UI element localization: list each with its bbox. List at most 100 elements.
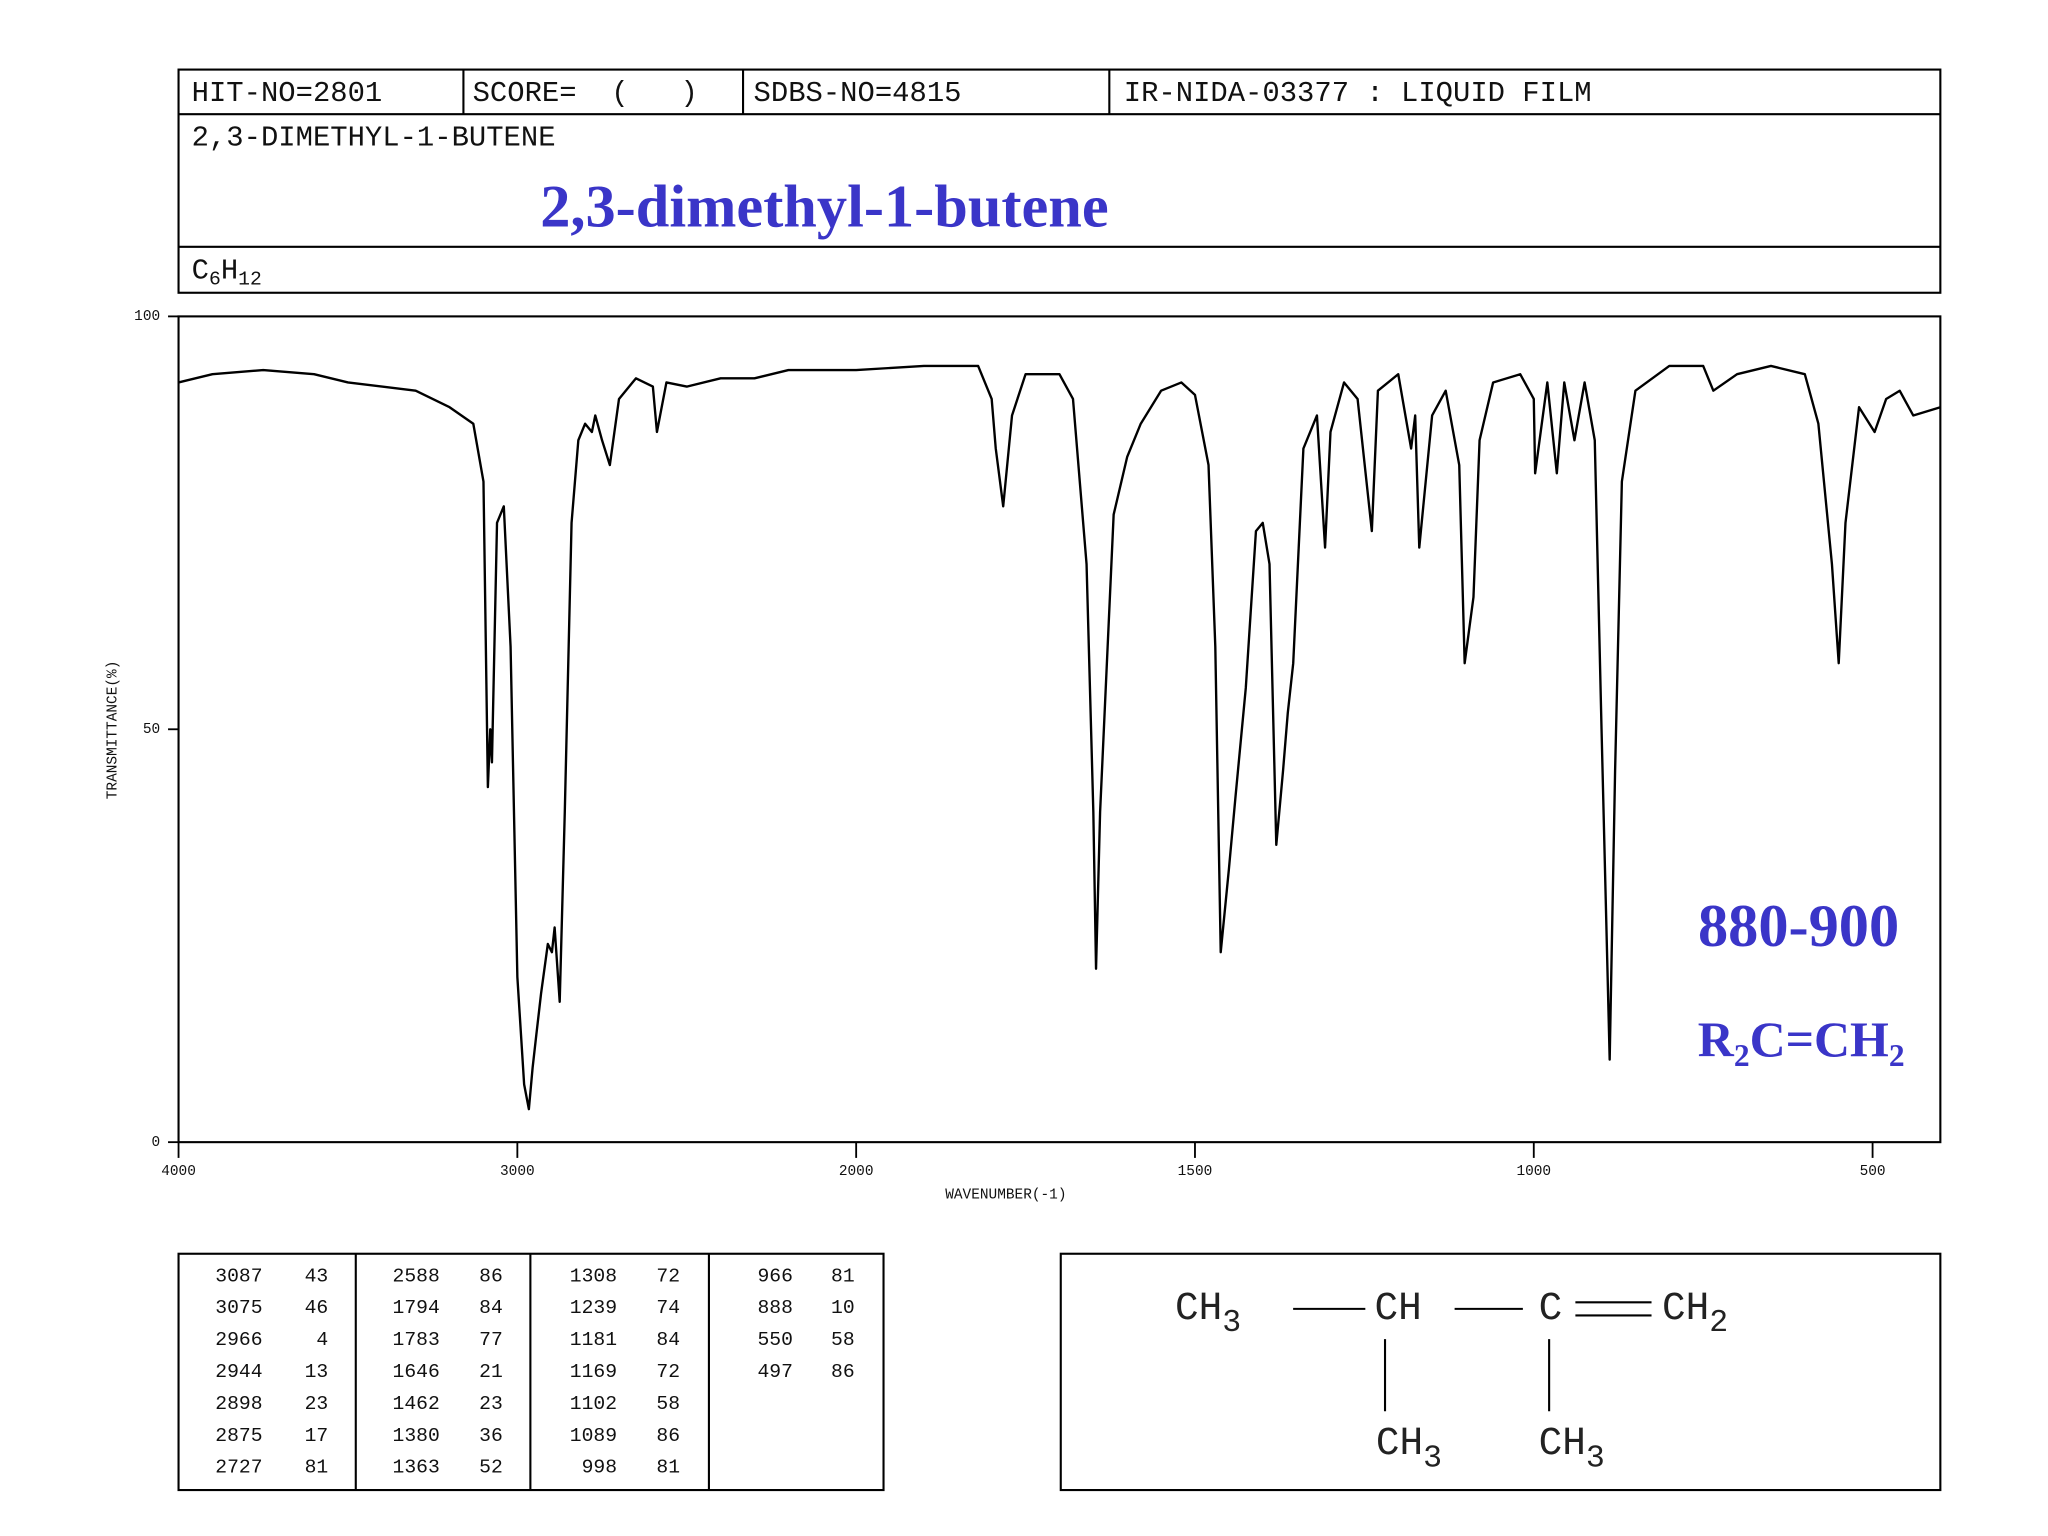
text-part: CH	[1175, 1286, 1222, 1331]
annotation-group: R2C=CH2	[1698, 1012, 1905, 1073]
plot: 0 50 100 4000 3000 2000 1500 1000 500	[134, 309, 1941, 1180]
peak-transmittance: 52	[479, 1457, 503, 1479]
peak-transmittance: 10	[831, 1297, 855, 1319]
peak-wavenumber: 3075	[215, 1297, 262, 1319]
peak-wavenumber: 1794	[393, 1297, 440, 1319]
annotation-range: 880-900	[1698, 893, 1899, 960]
atom-group: CH2	[1662, 1286, 1728, 1341]
peak-transmittance: 23	[479, 1393, 503, 1415]
y-axis-label: TRANSMITTANCE(%)	[106, 661, 122, 800]
text-part: R	[1698, 1012, 1735, 1067]
y-tick-label: 100	[134, 309, 160, 325]
peak-wavenumber: 1462	[393, 1393, 440, 1415]
peak-wavenumber: 1169	[570, 1361, 617, 1383]
subscript: 2	[1734, 1038, 1750, 1073]
formula-text: C6H12	[192, 254, 262, 290]
peak-transmittance: 77	[479, 1329, 503, 1351]
subscript: 3	[1222, 1306, 1241, 1341]
peak-wavenumber: 3087	[215, 1265, 262, 1287]
plot-frame	[177, 315, 1942, 1144]
peak-transmittance: 13	[305, 1361, 329, 1383]
atom-group: CH	[1375, 1286, 1422, 1331]
peak-wavenumber: 2966	[215, 1329, 262, 1351]
peak-transmittance: 81	[831, 1265, 855, 1287]
peak-wavenumber: 1363	[393, 1457, 440, 1479]
subscript: 3	[1586, 1442, 1605, 1477]
annotation-group-text: R2C=CH2	[1698, 1012, 1905, 1073]
spectrum-line	[178, 364, 1941, 1111]
peak-transmittance: 72	[656, 1265, 680, 1287]
score: SCORE= ( )	[473, 77, 698, 110]
text-part: C	[192, 254, 209, 287]
peak-wavenumber: 2588	[393, 1265, 440, 1287]
peak-wavenumber: 1646	[393, 1361, 440, 1383]
x-tick-label: 3000	[500, 1164, 535, 1180]
peak-transmittance: 72	[656, 1361, 680, 1383]
peak-wavenumber: 550	[757, 1329, 792, 1351]
peak-wavenumber: 1102	[570, 1393, 617, 1415]
x-tick-label: 2000	[839, 1164, 874, 1180]
subscript: 6	[209, 269, 221, 291]
peak-transmittance: 23	[305, 1393, 329, 1415]
text-part: CH	[1662, 1286, 1709, 1331]
x-tick-label: 4000	[161, 1164, 196, 1180]
peak-wavenumber: 497	[757, 1361, 792, 1383]
peak-wavenumber: 2875	[215, 1425, 262, 1447]
structure-box	[1059, 1252, 1942, 1492]
peak-wavenumber: 1380	[393, 1425, 440, 1447]
peak-transmittance: 21	[479, 1361, 503, 1383]
x-tick-label: 1000	[1516, 1164, 1551, 1180]
peak-wavenumber: 1239	[570, 1297, 617, 1319]
text-part: CH	[1376, 1422, 1423, 1467]
peak-transmittance: 84	[479, 1297, 503, 1319]
header-box	[177, 68, 1942, 294]
peak-transmittance: 4	[316, 1329, 328, 1351]
x-axis-label: WAVENUMBER(-1)	[945, 1187, 1066, 1203]
peak-transmittance: 17	[305, 1425, 329, 1447]
peak-wavenumber: 888	[757, 1297, 792, 1319]
peak-wavenumber: 998	[582, 1457, 617, 1479]
peak-wavenumber: 2727	[215, 1457, 262, 1479]
atom-group: CH3	[1376, 1422, 1442, 1477]
subscript: 2	[1889, 1038, 1905, 1073]
sdbs-no: SDBS-NO=4815	[754, 77, 962, 110]
peak-transmittance: 36	[479, 1425, 503, 1447]
hit-no: HIT-NO=2801	[192, 77, 383, 110]
peak-wavenumber: 1089	[570, 1425, 617, 1447]
peak-wavenumber: 966	[757, 1265, 792, 1287]
atom-group: CH3	[1539, 1422, 1605, 1477]
peak-wavenumber: 2898	[215, 1393, 262, 1415]
subscript: 2	[1709, 1306, 1728, 1341]
chart-title: 2,3-dimethyl-1-butene	[540, 174, 1109, 241]
peak-transmittance: 86	[479, 1265, 503, 1287]
atom-group: C	[1539, 1286, 1563, 1331]
peak-wavenumber: 1308	[570, 1265, 617, 1287]
peak-wavenumber: 2944	[215, 1361, 262, 1383]
formula: C6H12	[192, 254, 262, 290]
peak-transmittance: 81	[305, 1457, 329, 1479]
peak-wavenumber: 1783	[393, 1329, 440, 1351]
y-tick-label: 50	[143, 722, 160, 738]
peak-transmittance: 46	[305, 1297, 329, 1319]
atom-group: CH3	[1175, 1286, 1241, 1341]
text-part: CH	[1539, 1422, 1586, 1467]
peak-wavenumber: 1181	[570, 1329, 617, 1351]
peak-transmittance: 86	[831, 1361, 855, 1383]
peak-table: 3087 43 3075 46 2966 4 2944 13 2898 23 2875 17 2727 8…	[215, 1265, 854, 1478]
peak-transmittance: 84	[656, 1329, 680, 1351]
subscript: 12	[238, 269, 262, 291]
text-part: H	[221, 254, 238, 287]
peak-transmittance: 58	[831, 1329, 855, 1351]
text-part: CH	[1375, 1286, 1422, 1331]
x-tick-label: 500	[1860, 1164, 1886, 1180]
method: IR-NIDA-03377 : LIQUID FILM	[1124, 77, 1592, 110]
peak-transmittance: 74	[656, 1297, 680, 1319]
text-part: C	[1539, 1286, 1563, 1331]
compound-name: 2,3-DIMETHYL-1-BUTENE	[192, 121, 556, 154]
text-part: C=CH	[1750, 1012, 1889, 1067]
peak-transmittance: 86	[656, 1425, 680, 1447]
y-tick-label: 0	[151, 1135, 160, 1151]
x-tick-label: 1500	[1178, 1164, 1213, 1180]
